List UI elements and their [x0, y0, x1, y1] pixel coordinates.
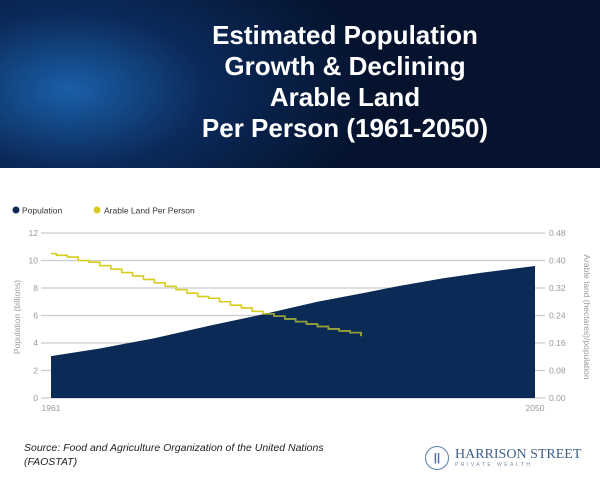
- y-right-tick-label: 0.40: [549, 256, 566, 266]
- y-left-tick-label: 12: [29, 228, 39, 238]
- y-right-tick-label: 0.00: [549, 393, 566, 403]
- y-left-tick-label: 6: [33, 311, 38, 321]
- x-tick-label: 1961: [42, 403, 61, 413]
- logo-mark-icon: ||: [425, 446, 449, 470]
- title-line: Arable Land: [269, 82, 421, 112]
- title-line: Growth & Declining: [224, 51, 466, 81]
- x-tick-label: 2050: [526, 403, 545, 413]
- y-right-tick-label: 0.32: [549, 283, 566, 293]
- y-left-tick-label: 4: [33, 338, 38, 348]
- title-line: Per Person (1961-2050): [201, 113, 489, 143]
- source-note: Source: Food and Agriculture Organizatio…: [24, 441, 324, 469]
- population-area: [51, 266, 535, 398]
- y-right-tick-label: 0.08: [549, 366, 566, 376]
- legend-arable-label: Arable Land Per Person: [104, 206, 195, 216]
- legend-population-label: Population: [22, 206, 62, 216]
- y-left-tick-label: 2: [33, 366, 38, 376]
- y-axis-right-label: Arable land (hectares)/population: [582, 254, 592, 379]
- legend-arable-marker: [93, 206, 101, 214]
- arable-line-over-area: [51, 266, 362, 337]
- source-line: (FAOSTAT): [24, 456, 78, 468]
- logo-name: HARRISON STREET: [455, 447, 582, 462]
- y-right-tick-label: 0.48: [549, 228, 566, 238]
- source-line: Source: Food and Agriculture Organizatio…: [24, 442, 324, 454]
- harrison-street-logo: || HARRISON STREET PRIVATE WEALTH: [425, 446, 581, 470]
- page-title: Estimated Population Growth & Declining …: [0, 20, 600, 144]
- y-axis-left-label: Population (billions): [12, 280, 22, 354]
- y-left-tick-label: 0: [33, 393, 38, 403]
- title-line: Estimated Population: [212, 20, 478, 50]
- y-right-tick-label: 0.24: [549, 311, 566, 321]
- title-banner: Estimated Population Growth & Declining …: [0, 0, 600, 168]
- logo-subtitle: PRIVATE WEALTH: [455, 462, 533, 468]
- legend-population-marker: [12, 206, 20, 214]
- population-arable-chart: Population Arable Land Per Person 0 0.00 2…: [12, 206, 592, 414]
- y-right-tick-label: 0.16: [549, 338, 566, 348]
- y-left-tick-label: 8: [33, 283, 38, 293]
- y-left-tick-label: 10: [29, 256, 39, 266]
